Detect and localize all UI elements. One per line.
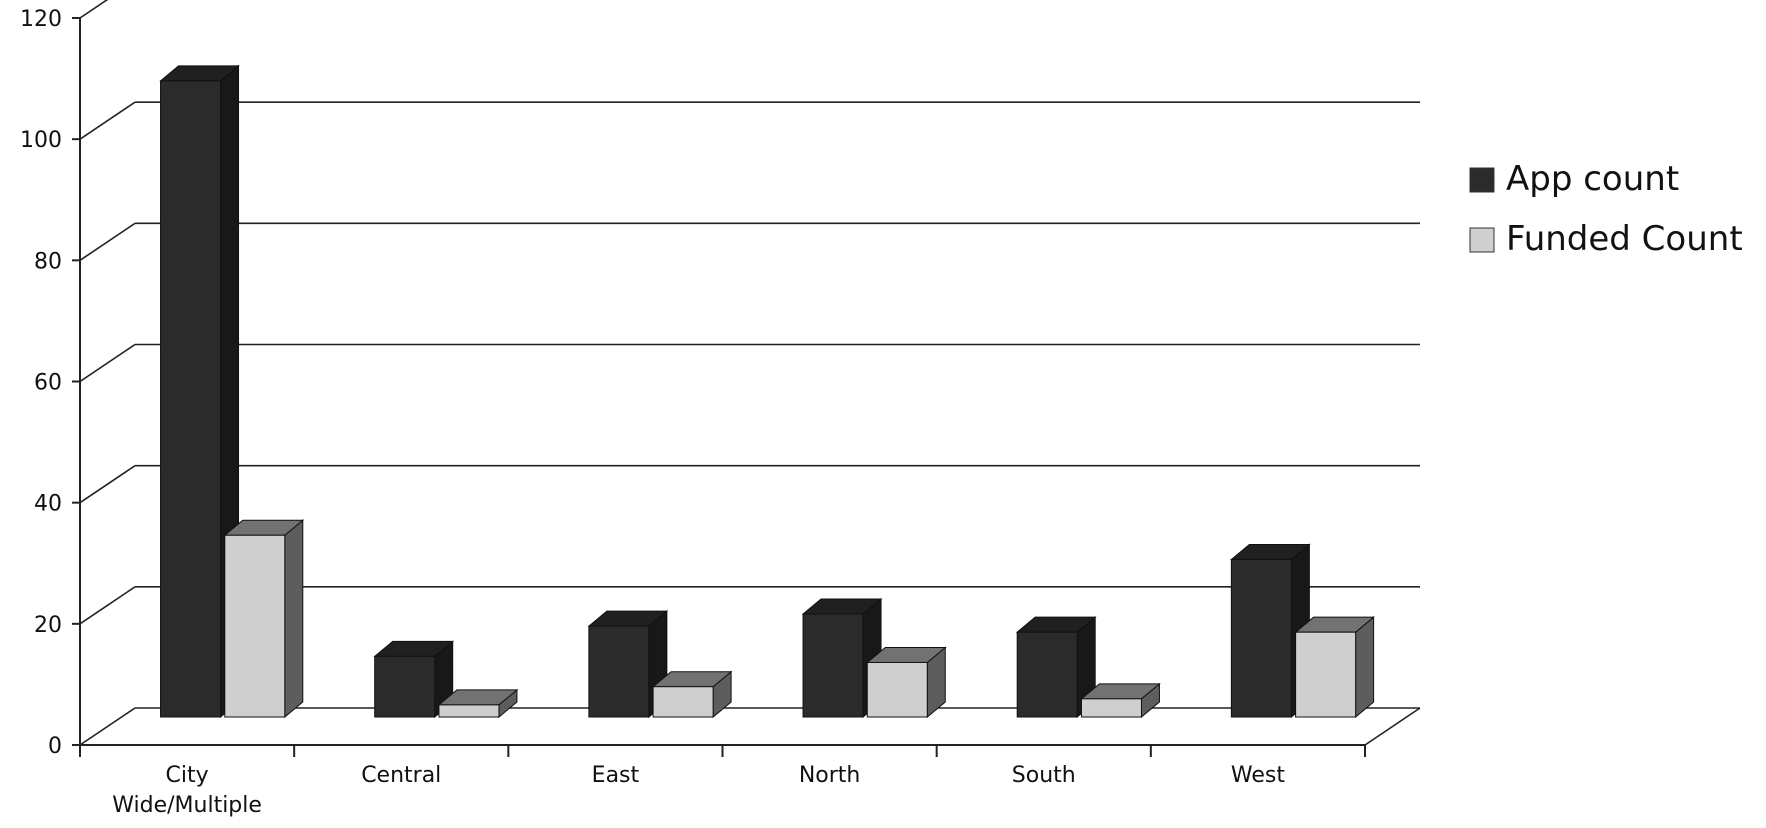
bar-funded-count (1080, 682, 1161, 719)
x-tick-label-line: Wide/Multiple (112, 793, 262, 818)
x-tick-label: East (592, 763, 640, 788)
x-tick-label: City Wide/Multiple (112, 763, 262, 818)
y-axis-depth-line (79, 101, 136, 140)
y-axis-depth-line (79, 465, 136, 504)
x-tick-label: North (799, 763, 861, 788)
y-tick-label: 100 (20, 128, 62, 153)
legend-label: Funded Count (1506, 219, 1743, 259)
bar-front-face (802, 613, 864, 718)
y-tick-label: 120 (20, 7, 62, 32)
bar-funded-count (1294, 616, 1375, 719)
bar-front-face (588, 625, 650, 718)
legend-swatch (1469, 227, 1495, 253)
x-tick-label-line: West (1231, 763, 1285, 788)
x-tick-label-line: East (592, 763, 640, 788)
y-axis-depth-line (79, 222, 136, 261)
bars (159, 64, 1375, 719)
x-tick-label-line: Central (361, 763, 441, 788)
bar-funded-count (865, 646, 947, 719)
y-tick-label: 20 (34, 613, 62, 638)
x-tick-label: West (1231, 763, 1285, 788)
legend-label: App count (1506, 159, 1679, 199)
bar-front-face (1016, 631, 1078, 718)
x-tick-label: Central (361, 763, 441, 788)
gridlines (79, 0, 1420, 746)
bar-front-face (374, 655, 436, 718)
bar-front-face (224, 534, 286, 718)
x-tick-labels: City Wide/Multiple Central East North South We… (112, 763, 1285, 818)
bar-front-face (438, 704, 500, 718)
y-axis-depth-line (79, 0, 109, 19)
x-tick-label-line: City (166, 763, 209, 788)
bar-front-face (1230, 558, 1292, 718)
bar-funded-count (223, 519, 305, 719)
y-axis-depth-line (79, 343, 136, 383)
legend: App count Funded Count (1469, 159, 1743, 259)
bar-side-face (284, 519, 304, 719)
bar-app-count (801, 597, 883, 719)
x-tick-label-line: North (799, 763, 861, 788)
bar-funded-count (651, 670, 733, 719)
floor-right-edge (1364, 707, 1421, 746)
bar-app-count (373, 640, 455, 719)
axes (72, 17, 1421, 757)
y-tick-label: 40 (34, 492, 62, 517)
bar-side-face (1355, 616, 1375, 719)
y-tick-label: 60 (34, 371, 62, 396)
y-axis-depth-line (79, 707, 136, 746)
x-tick-label: South (1012, 763, 1076, 788)
bar-front-face (160, 80, 222, 718)
x-tick-label-line: South (1012, 763, 1076, 788)
bar-front-face (652, 686, 714, 718)
bar-front-face (866, 661, 928, 718)
y-tick-label: 80 (34, 249, 62, 274)
bar-front-face (1080, 698, 1142, 718)
y-tick-label: 0 (48, 734, 62, 759)
bar-funded-count (437, 688, 519, 719)
y-axis-depth-line (79, 586, 136, 625)
bar-front-face (1295, 631, 1357, 718)
legend-swatch (1469, 167, 1495, 193)
y-tick-labels: 0 20 40 60 80 100 120 (20, 7, 62, 759)
